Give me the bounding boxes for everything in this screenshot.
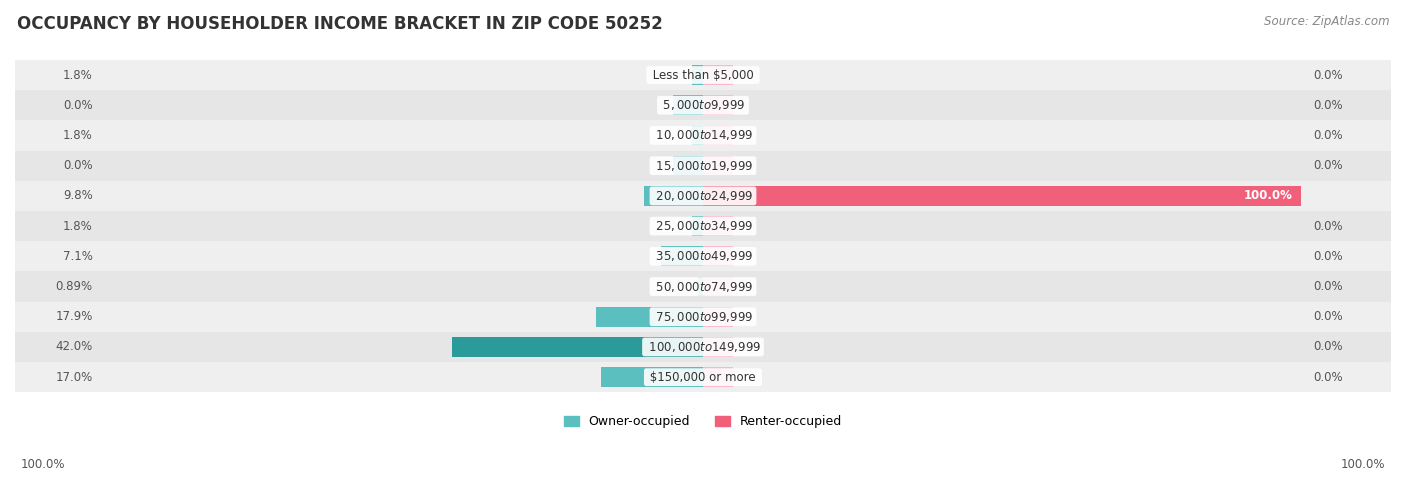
Text: $5,000 to $9,999: $5,000 to $9,999 [659, 98, 747, 112]
Bar [703, 246, 733, 266]
Text: 100.0%: 100.0% [1340, 458, 1385, 471]
Text: Source: ZipAtlas.com: Source: ZipAtlas.com [1264, 15, 1389, 28]
Bar [703, 95, 733, 115]
Bar [15, 121, 1391, 151]
Bar [692, 216, 703, 236]
Text: 17.0%: 17.0% [55, 371, 93, 383]
Text: 100.0%: 100.0% [21, 458, 66, 471]
Bar [15, 90, 1391, 121]
Text: 0.0%: 0.0% [63, 99, 93, 112]
Bar [602, 367, 703, 387]
Bar [15, 271, 1391, 302]
Bar [703, 367, 733, 387]
Text: $20,000 to $24,999: $20,000 to $24,999 [652, 189, 754, 203]
Bar [703, 277, 733, 296]
Bar [644, 186, 703, 206]
Bar [596, 307, 703, 327]
Bar [15, 332, 1391, 362]
Text: $150,000 or more: $150,000 or more [647, 371, 759, 383]
Text: Less than $5,000: Less than $5,000 [648, 69, 758, 82]
Text: 0.0%: 0.0% [1313, 371, 1343, 383]
Bar [692, 126, 703, 145]
Text: $75,000 to $99,999: $75,000 to $99,999 [652, 310, 754, 324]
Bar [703, 337, 733, 357]
Text: $100,000 to $149,999: $100,000 to $149,999 [644, 340, 762, 354]
Text: 17.9%: 17.9% [55, 310, 93, 323]
Text: 0.0%: 0.0% [1313, 220, 1343, 233]
Bar [703, 186, 1302, 206]
Text: $50,000 to $74,999: $50,000 to $74,999 [652, 279, 754, 294]
Text: 1.8%: 1.8% [63, 69, 93, 82]
Bar [673, 95, 703, 115]
Text: 1.8%: 1.8% [63, 129, 93, 142]
Text: 0.0%: 0.0% [1313, 99, 1343, 112]
Bar [15, 211, 1391, 241]
Bar [703, 126, 733, 145]
Text: 100.0%: 100.0% [1243, 190, 1292, 202]
Text: 0.0%: 0.0% [1313, 341, 1343, 353]
Bar [15, 302, 1391, 332]
Text: 0.0%: 0.0% [1313, 280, 1343, 293]
Bar [15, 60, 1391, 90]
Text: 9.8%: 9.8% [63, 190, 93, 202]
Text: 42.0%: 42.0% [55, 341, 93, 353]
Text: 7.1%: 7.1% [63, 250, 93, 263]
Text: 0.0%: 0.0% [1313, 129, 1343, 142]
Text: $15,000 to $19,999: $15,000 to $19,999 [652, 158, 754, 173]
Bar [692, 65, 703, 85]
Bar [15, 151, 1391, 181]
Text: 0.0%: 0.0% [1313, 250, 1343, 263]
Bar [697, 277, 703, 296]
Text: 0.0%: 0.0% [1313, 69, 1343, 82]
Text: 0.89%: 0.89% [56, 280, 93, 293]
Text: 0.0%: 0.0% [1313, 159, 1343, 172]
Text: OCCUPANCY BY HOUSEHOLDER INCOME BRACKET IN ZIP CODE 50252: OCCUPANCY BY HOUSEHOLDER INCOME BRACKET … [17, 15, 662, 33]
Bar [15, 241, 1391, 271]
Legend: Owner-occupied, Renter-occupied: Owner-occupied, Renter-occupied [558, 410, 848, 434]
Bar [703, 216, 733, 236]
Bar [15, 362, 1391, 392]
Bar [673, 156, 703, 175]
Bar [15, 181, 1391, 211]
Bar [703, 307, 733, 327]
Text: 0.0%: 0.0% [63, 159, 93, 172]
Bar [703, 156, 733, 175]
Bar [661, 246, 703, 266]
Text: $10,000 to $14,999: $10,000 to $14,999 [652, 128, 754, 142]
Text: 0.0%: 0.0% [1313, 310, 1343, 323]
Text: $35,000 to $49,999: $35,000 to $49,999 [652, 249, 754, 263]
Bar [451, 337, 703, 357]
Text: 1.8%: 1.8% [63, 220, 93, 233]
Text: $25,000 to $34,999: $25,000 to $34,999 [652, 219, 754, 233]
Bar [703, 65, 733, 85]
